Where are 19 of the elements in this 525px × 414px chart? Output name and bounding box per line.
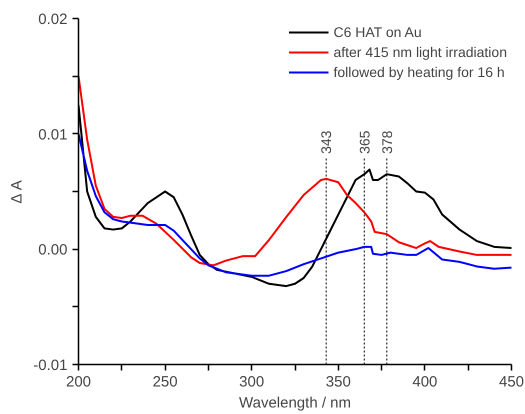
ref-line-label: 343: [318, 130, 334, 154]
x-axis-title: Wavelength / nm: [239, 394, 352, 412]
y-tick-label: 0.00: [38, 242, 68, 259]
x-tick-label: 400: [412, 374, 438, 390]
x-tick-label: 450: [498, 374, 524, 390]
y-tick-label: 0.02: [38, 11, 68, 28]
y-axis-title: Δ A: [8, 180, 26, 204]
x-tick-label: 200: [66, 374, 92, 390]
legend-label: after 415 nm light irradiation: [333, 44, 507, 60]
y-tick-label: 0.01: [38, 126, 68, 144]
x-tick-label: 250: [152, 374, 178, 390]
ref-line-label: 378: [378, 130, 395, 154]
legend-label: followed by heating for 16 h: [333, 64, 505, 80]
ref-line-label: 365: [356, 130, 372, 154]
y-tick-label: -0.01: [33, 357, 68, 374]
legend-label: C6 HAT on Au: [333, 24, 422, 40]
line-series: [78, 132, 512, 277]
x-tick-label: 350: [326, 374, 351, 390]
x-tick-label: 300: [239, 374, 264, 390]
